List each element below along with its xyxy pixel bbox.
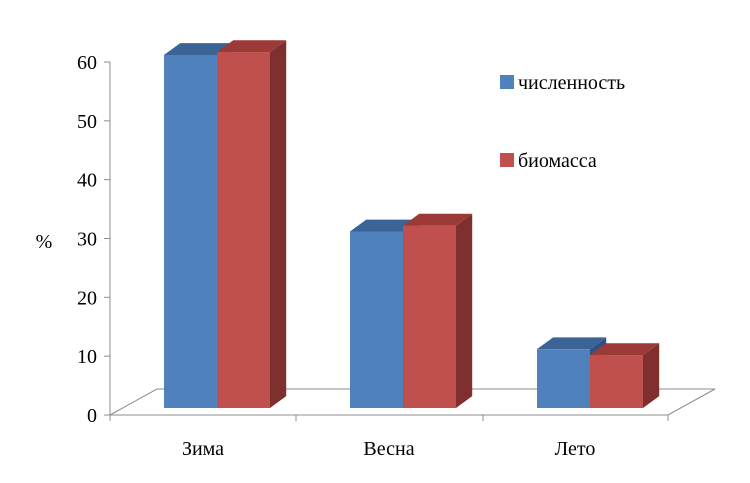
bar-top-face (164, 43, 234, 55)
bar-front-face (590, 355, 643, 408)
legend-swatch (500, 75, 514, 89)
bar-side-face (456, 213, 473, 408)
y-tick-label: 20 (77, 287, 97, 309)
y-tick-label: 30 (77, 229, 97, 251)
x-category-label: Зима (182, 438, 224, 460)
y-tick-label: 50 (77, 111, 97, 133)
y-axis-label: % (36, 231, 53, 253)
legend-label: численность (518, 72, 625, 94)
y-tick-label: 60 (77, 52, 97, 74)
x-category-label: Лето (555, 438, 596, 460)
axes (104, 61, 669, 421)
bar-top-face (403, 213, 473, 226)
bar-front-face (403, 225, 456, 408)
y-tick-label: 0 (87, 405, 97, 427)
bar-top-face (350, 219, 420, 232)
bar-front-face (350, 231, 403, 408)
bar-side-face (643, 343, 660, 408)
y-tick-label: 40 (77, 170, 97, 192)
bar-side-face (270, 40, 287, 409)
bar (217, 40, 287, 409)
y-tick-label: 10 (77, 346, 97, 368)
bar-top-face (537, 337, 607, 350)
bar (403, 213, 473, 408)
legend-swatch (500, 153, 514, 167)
x-category-label: Весна (363, 438, 414, 460)
bar-top-face (590, 343, 660, 356)
bar-front-face (537, 349, 590, 408)
bar-front-face (164, 55, 217, 408)
bar-top-face (217, 40, 287, 53)
legend: численность биомасса (500, 72, 625, 172)
bars (164, 40, 660, 409)
bar-front-face (217, 52, 270, 408)
labels: 0 10 20 30 40 50 60% Зима Весна Лето (36, 52, 596, 460)
legend-label: биомасса (518, 150, 597, 172)
bar (590, 343, 660, 408)
